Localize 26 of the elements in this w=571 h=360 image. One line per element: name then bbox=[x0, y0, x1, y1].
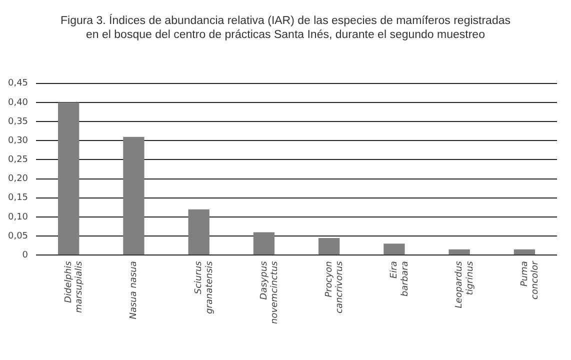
x-tick-label: Didelphis marsupialis bbox=[64, 260, 85, 313]
y-tick-label: 0,10 bbox=[8, 212, 28, 222]
y-tick-label: 0,15 bbox=[8, 193, 28, 204]
x-tick-label: Leopardus tigrinus bbox=[454, 260, 476, 308]
bar bbox=[318, 238, 340, 255]
bar bbox=[514, 249, 536, 255]
x-tick-label: Nasua nasua bbox=[129, 261, 140, 320]
y-tick-label: 0,05 bbox=[8, 231, 28, 242]
y-tick-label: 0,35 bbox=[8, 116, 28, 127]
x-tick-label: Procyon cancrivorus bbox=[324, 260, 346, 314]
y-tick-label: 0,25 bbox=[8, 155, 28, 166]
bar bbox=[448, 249, 470, 255]
bar bbox=[58, 102, 80, 255]
x-tick-label: Puma concolor bbox=[520, 260, 541, 300]
y-tick-label: 0 bbox=[22, 250, 28, 260]
x-tick-label: Eira barbara bbox=[390, 261, 410, 297]
y-tick-label: 0,45 bbox=[8, 78, 28, 89]
y-tick-label: 0,40 bbox=[8, 98, 28, 108]
bar bbox=[123, 136, 144, 255]
chart-title: Figura 3. Índices de abundancia relativa (IAR) de las especies de mamíferos registradas en el bosque del centro de prácticas Santa Inés, durante el segundo muestreo bbox=[59, 13, 512, 42]
x-tick-label: Sciurus granatensis bbox=[194, 260, 215, 314]
bar bbox=[384, 244, 405, 255]
bar bbox=[188, 209, 210, 255]
bar bbox=[253, 232, 275, 255]
y-tick-label: 0,20 bbox=[8, 174, 28, 184]
y-tick-label: 0,30 bbox=[8, 136, 28, 146]
